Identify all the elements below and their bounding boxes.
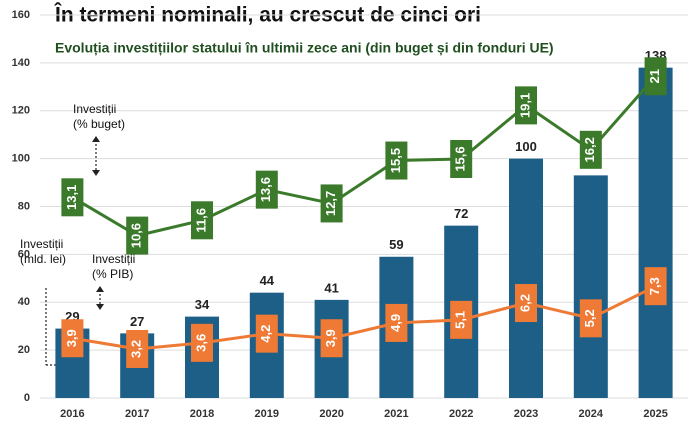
point-label: 13,1 [64,185,79,210]
bar [638,67,673,398]
label-box [126,216,149,255]
x-tick-label: 2016 [60,408,84,420]
x-tick-label: 2018 [190,408,214,420]
bar-label: 59 [389,237,403,252]
x-tick-label: 2025 [643,408,667,420]
label-box [320,184,343,223]
y-tick-label: 120 [12,105,30,117]
bar-label: 44 [260,273,275,288]
point-label: 19,1 [517,93,532,118]
label-box [450,300,473,339]
label-box [61,178,84,217]
y-tick-label: 160 [12,9,30,21]
label-box [579,299,602,338]
label-box [515,86,537,125]
point-label: 16,2 [582,137,597,162]
chart-subtitle: Evoluția investițiilor statului în ultim… [55,40,554,56]
point-label: 13,6 [258,177,273,202]
annotation: Investiții [20,237,63,251]
annotation: Investiții [92,252,135,266]
y-tick-label: 20 [18,344,30,356]
annotation: (% PIB) [92,267,133,281]
point-label: 3,9 [323,329,338,347]
bar-label: 41 [324,280,338,295]
annotation: Investiții [73,102,116,116]
label-box [255,170,278,209]
x-tick-label: 2020 [319,408,343,420]
x-tick-label: 2022 [449,408,473,420]
point-label: 5,2 [582,309,597,327]
label-box [385,141,408,180]
bar [573,175,608,398]
line [71,75,657,238]
point-label: 21 [647,69,662,83]
point-label: 5,1 [453,311,468,329]
y-tick-label: 0 [24,392,30,404]
point-label: 6,2 [517,294,532,312]
label-box [320,319,343,358]
bar-label: 100 [515,139,537,154]
x-tick-label: 2024 [579,408,604,420]
annotation: (% buget) [73,117,125,131]
bar-label: 72 [454,206,468,221]
bar-label: 27 [130,314,144,329]
point-label: 3,6 [193,334,208,352]
annotation: (mld. lei) [20,252,66,266]
point-label: 4,2 [258,325,273,343]
arrows [45,140,101,366]
label-box [385,303,408,342]
bar-label: 34 [195,297,210,312]
x-tick-label: 2021 [384,408,408,420]
label-box [191,323,213,362]
point-label: 7,3 [647,277,662,295]
x-tick-label: 2019 [255,408,279,420]
x-tick-label: 2017 [125,408,149,420]
point-label: 4,9 [388,314,403,332]
point-label: 15,6 [453,146,468,171]
point-label: 10,6 [129,223,144,248]
label-box [644,57,667,96]
y-tick-label: 80 [18,200,30,212]
point-label: 3,9 [64,329,79,347]
label-box [61,319,84,358]
label-box [255,314,278,353]
label-box [579,130,602,169]
label-box [126,329,149,368]
x-tick-label: 2023 [514,408,538,420]
y-tick-label: 140 [12,57,30,69]
y-tick-label: 40 [18,296,30,308]
point-label: 11,6 [193,208,208,233]
point-label: 12,7 [323,191,338,216]
label-box [191,201,213,240]
point-label: 15,5 [388,148,403,173]
label-box [450,140,473,179]
label-box [515,284,537,323]
bar [509,158,543,398]
point-label: 3,2 [129,340,144,358]
line [72,284,657,351]
y-tick-label: 100 [12,153,30,165]
label-box [644,267,667,306]
y-tick-label: 60 [18,248,30,260]
